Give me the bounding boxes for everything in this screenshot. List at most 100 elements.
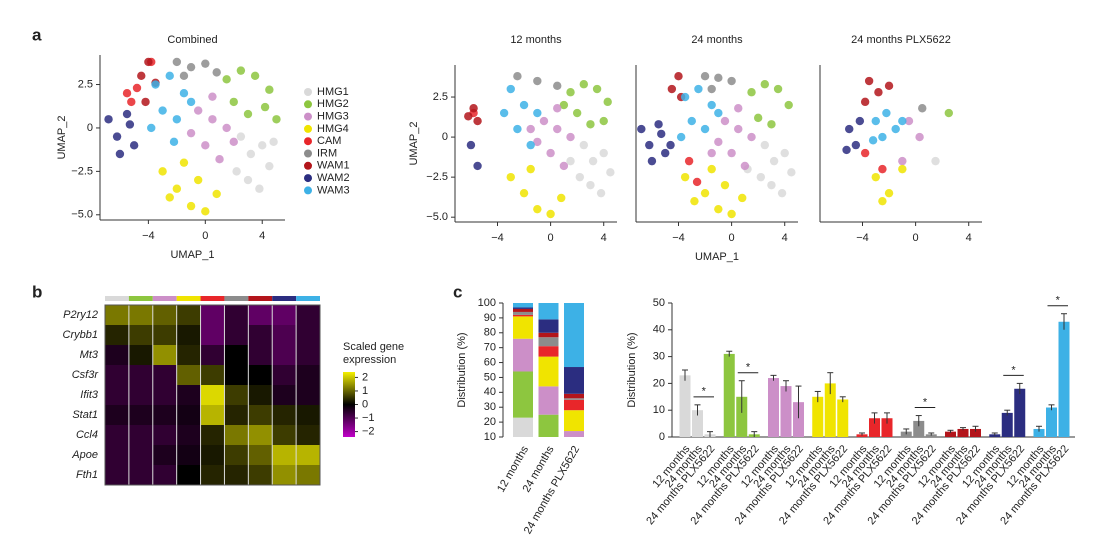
point [692,177,702,187]
panel-title: Combined [167,34,217,46]
x-tick-label: −4 [672,232,685,244]
bar-segment [538,303,559,320]
bar-segment [513,417,533,437]
heat-cell [176,325,202,346]
point [272,115,281,124]
point [687,116,696,126]
point [845,124,854,134]
point [215,155,224,164]
point [891,124,900,134]
bar [913,420,925,437]
point [868,136,878,145]
y-axis-label: Distribution (%) [626,332,638,407]
point [222,123,231,133]
point [243,109,253,119]
point [645,140,654,150]
x-axis-label: UMAP_1 [695,251,739,263]
bar [692,410,703,437]
point [179,89,189,98]
legend-swatch [304,149,312,158]
heat-cell [272,345,297,366]
heat-cell [296,365,321,386]
point [769,156,779,166]
y-axis-label: Distribution (%) [456,332,468,407]
colorbar [343,372,355,437]
point [165,71,174,81]
heat-cell [296,405,321,426]
bar-segment [564,431,584,437]
heat-cell [272,305,297,326]
colorbar-tick-label: 2 [362,371,368,383]
point [860,148,870,158]
significance-star: * [1056,295,1061,307]
heat-cell [176,385,202,406]
heat-cell [152,325,178,346]
point [684,156,694,166]
gene-label: Csf3r [72,369,100,381]
colorbar-tick-label: 1 [362,385,368,397]
point [599,148,608,158]
point [144,57,153,67]
y-tick-label: 20 [653,377,665,389]
point [553,104,562,113]
heat-cell [152,445,178,466]
point [513,72,522,81]
point [473,161,482,171]
point [169,137,179,147]
y-tick-label: 20 [484,416,496,428]
point [265,161,274,171]
point [599,116,608,126]
heat-cell [248,325,273,346]
point [172,115,182,124]
panel-title: 12 months [510,34,562,46]
point [734,124,743,134]
x-tick-label: 4 [601,232,607,244]
point [898,116,907,126]
stack-group [513,303,584,437]
point [212,189,221,199]
cluster-bar [105,296,129,301]
point [707,100,716,110]
bar-segment [513,338,533,372]
y-tick-label: 40 [653,324,665,336]
y-tick-label: 40 [484,386,496,398]
heat-cell [248,445,273,466]
heat-cell [128,465,154,486]
point [236,66,246,75]
point [566,132,575,142]
point [250,71,260,81]
point [871,172,880,182]
point [236,132,246,141]
point [637,124,646,134]
point [944,108,954,118]
point [666,140,675,150]
point [229,137,238,147]
point [753,113,763,123]
y-tick-label: 0 [442,131,448,143]
bar [1033,428,1045,437]
point [186,201,196,211]
legend-label: HMG1 [317,86,349,98]
legend-swatch [304,137,312,146]
heat-cell [272,385,297,406]
point [526,164,535,174]
bar [1001,412,1013,437]
point [884,188,894,198]
heat-cell [128,425,154,446]
heat-cell [200,345,225,366]
heat-cell [176,305,202,326]
heat-cell [224,405,249,426]
y-tick-label: 100 [478,297,496,309]
point [734,104,743,113]
point [533,137,542,147]
bar [780,386,792,437]
legend-label: WAM3 [317,184,350,196]
heat-cell [224,365,249,386]
heat-cell [105,405,130,426]
y-tick-label: 60 [484,356,496,368]
point [127,97,136,107]
heat-cell [128,305,154,326]
significance-star: * [1011,364,1016,376]
point [586,120,595,129]
point [186,97,196,107]
